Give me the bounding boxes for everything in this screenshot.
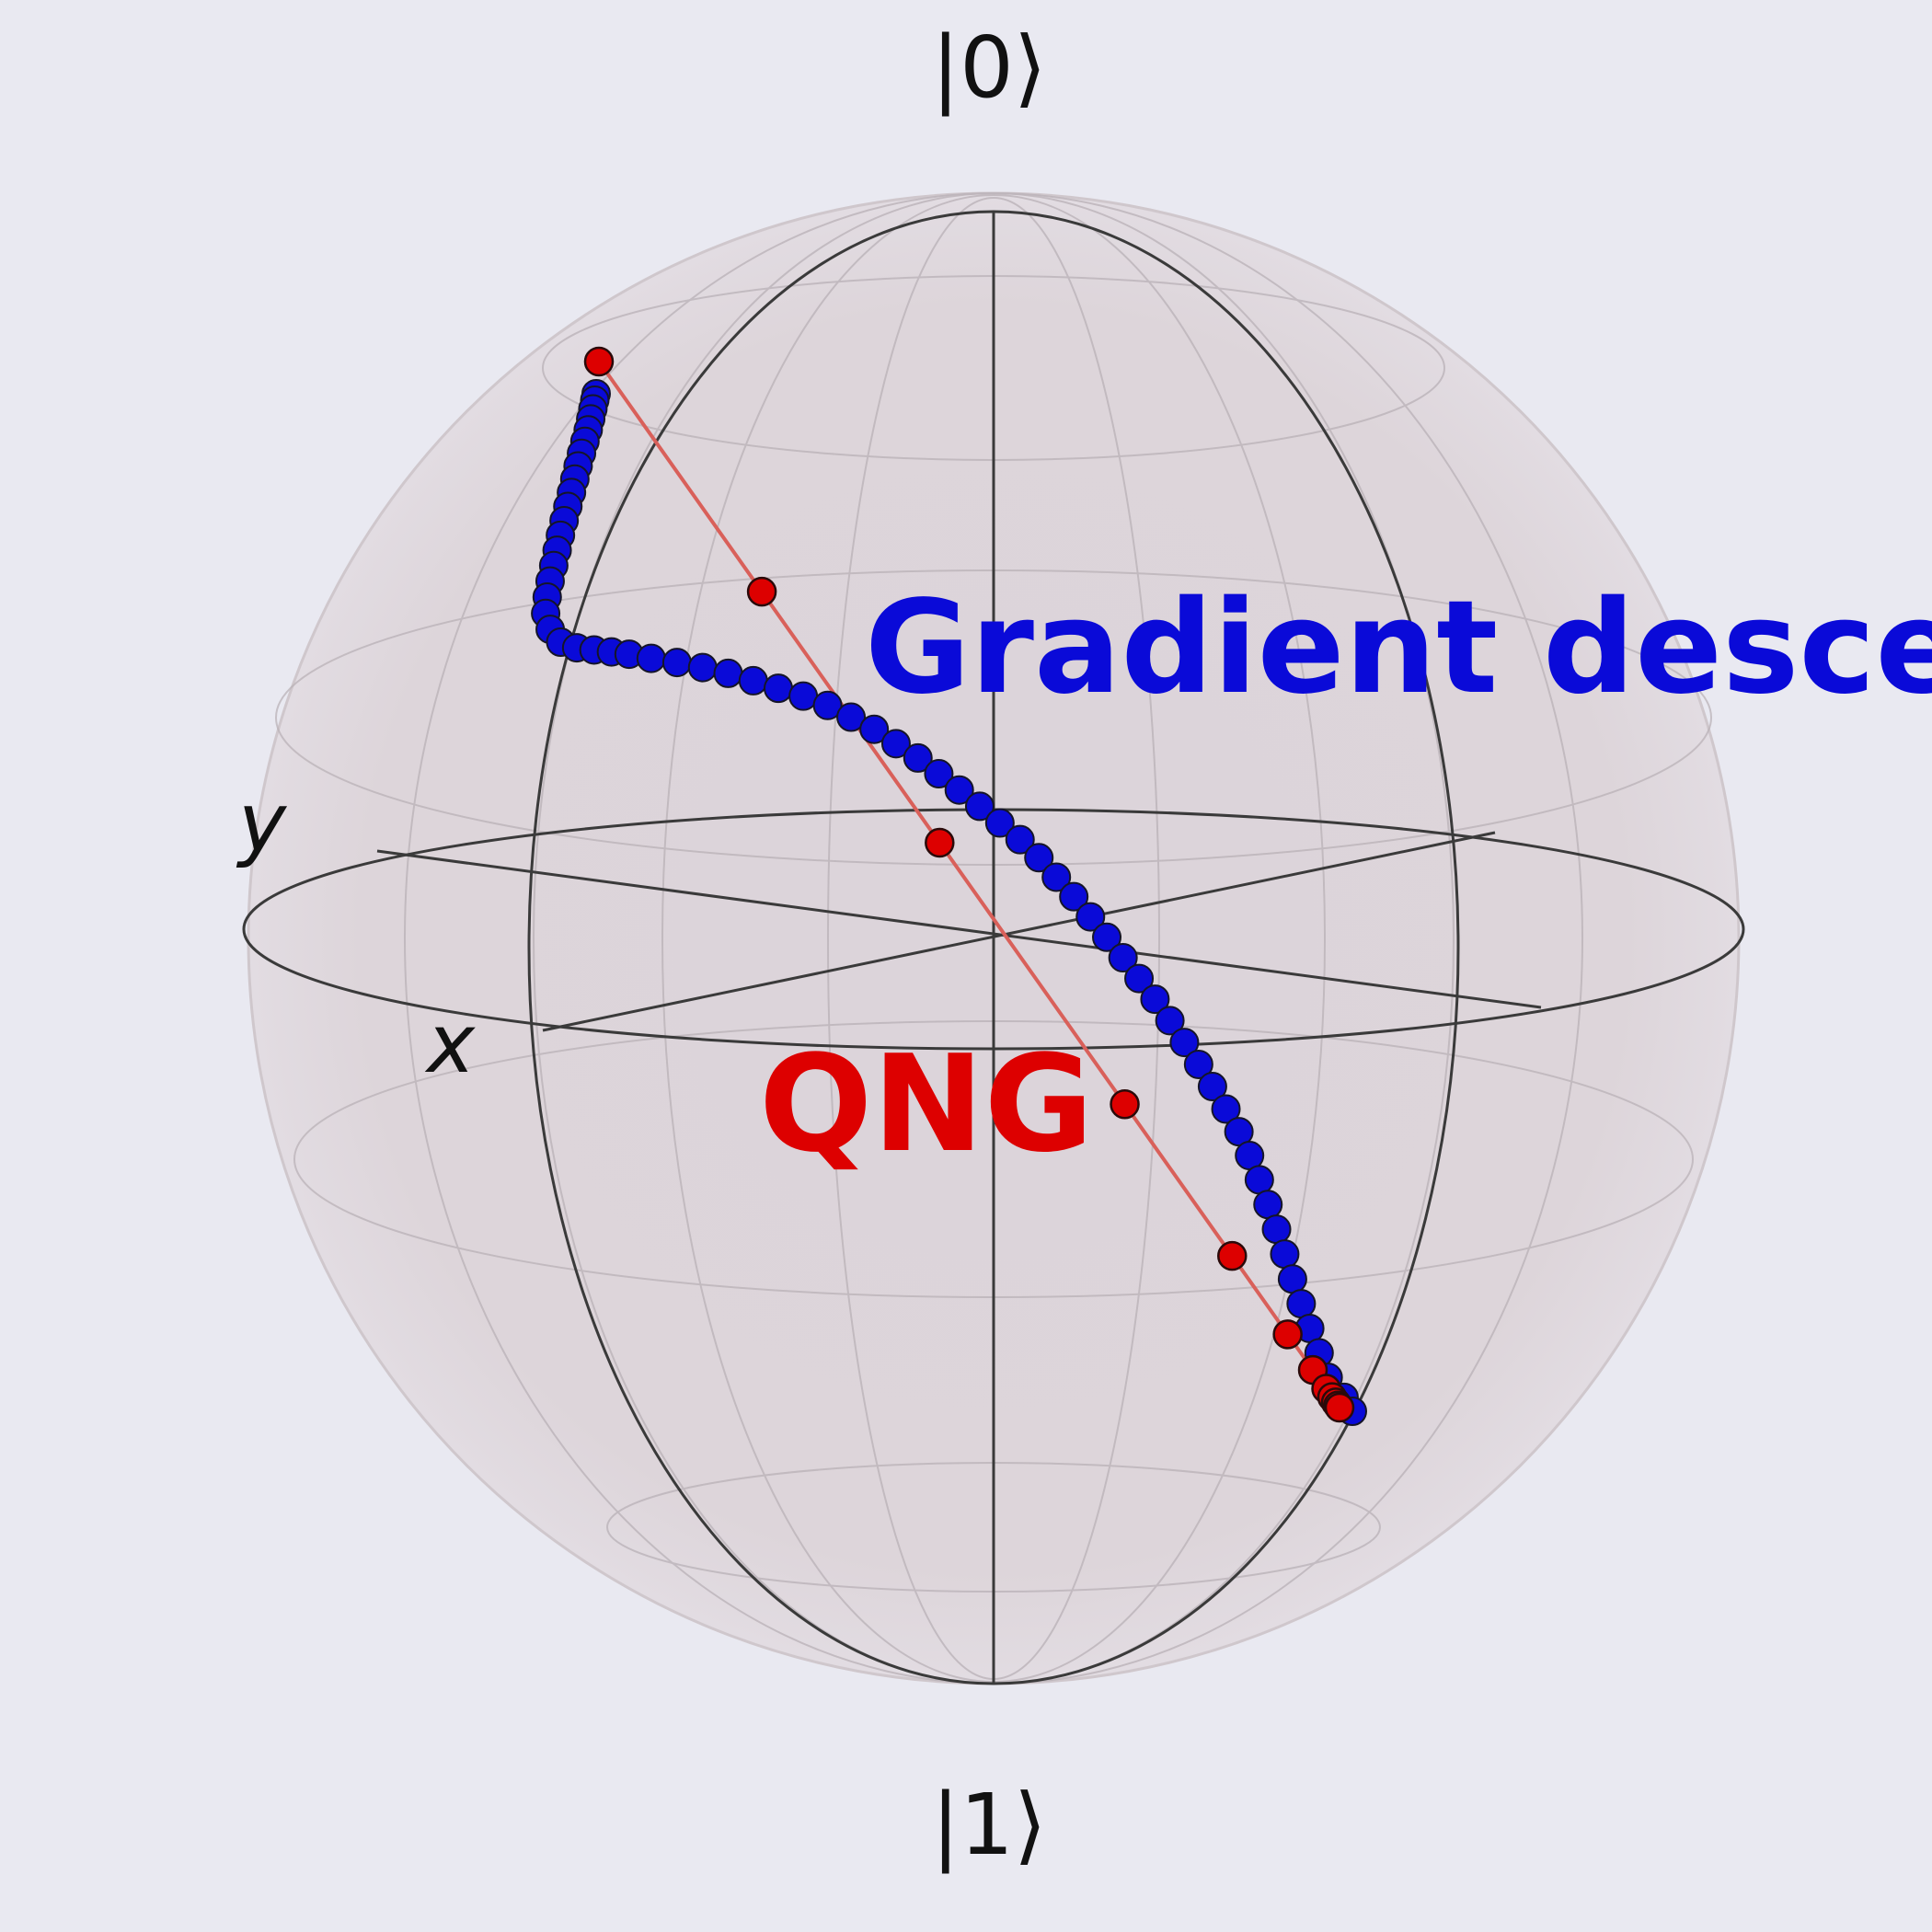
gradient-descent-point-58 — [1253, 1190, 1283, 1220]
gradient-descent-point-57 — [1244, 1165, 1274, 1195]
gradient-descent-point-49 — [1140, 984, 1170, 1015]
gradient-descent-point-62 — [1286, 1289, 1317, 1319]
qng-point-6 — [1272, 1319, 1303, 1350]
gradient-descent-point-38 — [944, 775, 974, 805]
trajectories — [531, 346, 1367, 1426]
gradient-descent-point-50 — [1155, 1006, 1185, 1036]
gradient-descent-point-44 — [1059, 881, 1089, 912]
qng-point-12 — [1324, 1392, 1355, 1423]
gradient-descent-point-29 — [738, 665, 768, 696]
gradient-descent-point-48 — [1124, 963, 1155, 994]
qng-point-1 — [583, 346, 615, 377]
x-axis-label: x — [424, 996, 476, 1091]
gradient-descent-point-53 — [1197, 1072, 1227, 1102]
ket0-label: |0⟩ — [931, 18, 1046, 117]
gradient-descent-point-52 — [1183, 1049, 1213, 1079]
gradient-descent-point-35 — [880, 729, 911, 759]
gradient-descent-point-33 — [836, 702, 867, 732]
y-axis-label: y — [236, 776, 288, 870]
gradient-descent-point-46 — [1092, 922, 1122, 952]
qng-point-3 — [925, 827, 955, 858]
qng-point-2 — [746, 576, 777, 607]
gradient-descent-point-28 — [713, 658, 743, 688]
ket1-label: |1⟩ — [931, 1776, 1046, 1874]
gradient-descent-point-43 — [1041, 862, 1072, 892]
gradient-descent-point-30 — [764, 673, 794, 704]
qng-point-5 — [1217, 1240, 1248, 1271]
gradient-descent-point-39 — [964, 791, 995, 822]
gradient-descent-point-32 — [812, 690, 843, 720]
gradient-descent-point-54 — [1211, 1094, 1241, 1124]
gradient-descent-point-36 — [903, 742, 933, 773]
gradient-descent-point-40 — [984, 808, 1015, 838]
gradient-descent-point-51 — [1169, 1028, 1200, 1058]
gradient-descent-point-41 — [1005, 824, 1035, 855]
qng-path-line — [597, 360, 1341, 1409]
gradient-descent-point-47 — [1108, 943, 1138, 973]
qng-label: QNG — [759, 1027, 1094, 1182]
gradient-descent-point-61 — [1277, 1264, 1307, 1294]
sphere-wireframe — [242, 210, 1745, 1685]
gradient-descent-point-34 — [859, 714, 890, 744]
x-axis — [542, 831, 1496, 1032]
qng-point-4 — [1110, 1089, 1140, 1120]
gradient-descent-point-59 — [1261, 1214, 1292, 1245]
gradient-descent-point-37 — [924, 759, 954, 789]
gradient-descent-point-60 — [1270, 1239, 1300, 1270]
gradient-descent-point-45 — [1075, 902, 1106, 932]
y-axis — [376, 849, 1542, 1009]
gradient-descent-point-42 — [1024, 843, 1054, 873]
gradient-descent-label: Gradient descent — [865, 573, 1932, 723]
gradient-descent-point-26 — [661, 648, 692, 678]
gradient-descent-point-25 — [636, 643, 666, 673]
gradient-descent-point-27 — [687, 652, 718, 683]
